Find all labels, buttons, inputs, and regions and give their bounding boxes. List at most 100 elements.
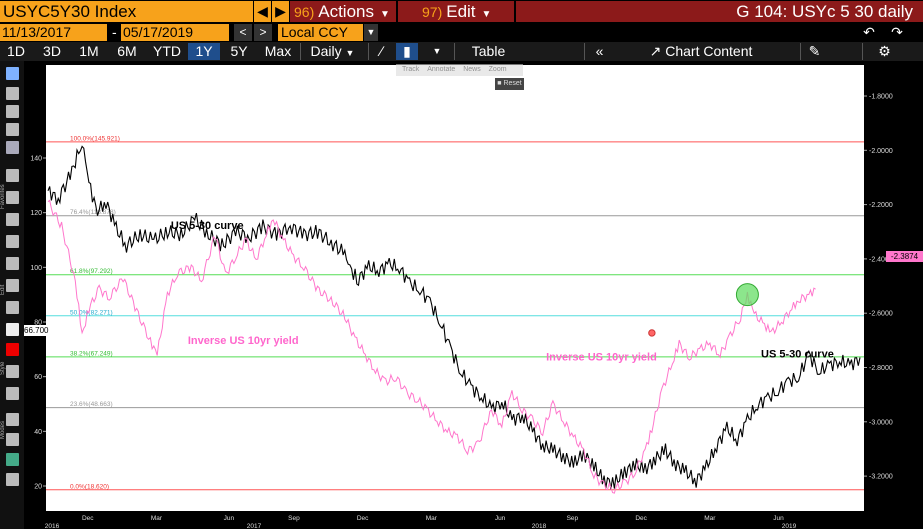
currency-select[interactable]: Local CCY (278, 24, 363, 41)
chart-svg[interactable]: 100.0%(145.921) 76.4%(118.878) 61.8%(97.29… (24, 61, 923, 529)
period-6m[interactable]: 6M (117, 43, 137, 59)
draw-line-icon[interactable] (6, 87, 19, 100)
x-month-label-3: Sep (288, 515, 300, 522)
chevron-down-icon[interactable]: ▼ (364, 24, 378, 41)
fib-label-4: 38.2%(67.249) (70, 350, 113, 357)
floating-toolbar[interactable]: Track Annotate News Zoom (396, 64, 523, 76)
chevron-right-icon[interactable]: > (254, 24, 272, 41)
chevron-left-icon[interactable]: ◀ (253, 1, 271, 22)
line-chart-icon[interactable]: ∕ (368, 43, 394, 60)
shape-icon[interactable] (6, 257, 19, 270)
edit-icon[interactable]: ✎ (800, 43, 828, 60)
ticker-field[interactable]: USYC5Y30 Index (0, 1, 253, 22)
fib-icon[interactable] (6, 141, 19, 154)
period-3d[interactable]: 3D (43, 43, 61, 59)
series-line-1 (47, 199, 816, 494)
fib-label-2: 61.8%(97.292) (70, 268, 113, 275)
fib-label-3: 50.0%(82.271) (70, 309, 113, 316)
right-tick-label-4: -2.6000 (869, 311, 893, 318)
actions-menu-label: Actions (318, 2, 374, 21)
chevron-down-icon[interactable]: ▼ (432, 46, 442, 56)
text-icon[interactable] (6, 105, 19, 118)
date-range-bar: 11/13/2017 - 05/17/2019 < > Local CCY ▼ … (0, 23, 923, 42)
left-tick-label-3: 80 (34, 320, 42, 327)
frequency-label: Daily (310, 43, 342, 59)
channel-icon[interactable] (6, 235, 19, 248)
trend-icon[interactable] (6, 191, 19, 204)
chart-content-button[interactable]: ↗ Chart Content (640, 43, 762, 60)
left-tick-label-5: 120 (30, 210, 42, 217)
period-ytd[interactable]: YTD (153, 43, 181, 59)
annotation-icon[interactable] (6, 169, 19, 182)
right-tick-label-5: -2.8000 (869, 365, 893, 372)
news-tool[interactable]: News (463, 66, 481, 73)
right-tick-label-6: -3.0000 (869, 419, 893, 426)
right-tick-label-0: -1.8000 (869, 94, 893, 101)
left-tool-strip: Favorites Edit Style Modes (0, 61, 24, 529)
actions-menu[interactable]: 96) Actions ▼ (290, 1, 396, 22)
cursor-icon[interactable] (6, 67, 19, 80)
hline-icon[interactable] (6, 213, 19, 226)
apps-icon[interactable] (6, 453, 19, 466)
x-month-label-4: Dec (357, 515, 369, 522)
highlight-circle (735, 283, 759, 307)
x-year-label-1: 2017 (247, 523, 262, 529)
gear-icon[interactable]: ⚙ (862, 43, 906, 60)
last-value-right: -2.3874 (886, 251, 923, 262)
frequency-select[interactable]: Daily ▼ (300, 43, 364, 60)
line-style-icon[interactable] (6, 387, 19, 400)
fib-label-0: 100.0%(145.921) (70, 135, 120, 142)
x-year-label-3: 2019 (782, 523, 797, 529)
last-value-left: 66.700 (24, 325, 49, 336)
zoom-tool[interactable]: Zoom (488, 66, 507, 73)
period-1m[interactable]: 1M (79, 43, 99, 59)
chart-content-icon: ↗ (649, 43, 662, 59)
right-tick-label-2: -2.2000 (869, 202, 893, 209)
annotate-tool[interactable]: Annotate (427, 66, 456, 73)
annotation-3: US 5-30 curve (761, 349, 834, 361)
left-tick-label-1: 40 (34, 429, 42, 436)
track-tool[interactable]: Track (402, 66, 420, 73)
color-swatch-icon[interactable] (6, 343, 19, 356)
eraser-icon[interactable] (6, 279, 19, 292)
left-tick-label-6: 140 (30, 156, 42, 163)
line-width-icon[interactable] (6, 365, 19, 378)
series-line-0 (47, 145, 861, 490)
reset-button[interactable]: ■ Reset (495, 78, 524, 90)
x-year-label-0: 2016 (45, 523, 60, 529)
date-separator: - (112, 24, 117, 40)
x-month-label-2: Jun (224, 515, 235, 522)
snap-icon[interactable] (6, 433, 19, 446)
mode-icon[interactable] (6, 413, 19, 426)
right-tick-label-3: -2.4000 (869, 256, 893, 263)
undo-icon[interactable]: ↶ (863, 24, 875, 40)
x-month-label-8: Dec (635, 515, 647, 522)
start-date-field[interactable]: 11/13/2017 (0, 24, 107, 41)
right-tick-label-1: -2.0000 (869, 148, 893, 155)
period-1y[interactable]: 1Y (188, 43, 220, 60)
period-max[interactable]: Max (264, 43, 292, 59)
annotation-2: Inverse US 10yr yield (546, 351, 657, 363)
chevron-left-icon[interactable]: < (234, 24, 252, 41)
x-month-label-1: Mar (151, 515, 163, 522)
bar-chart-icon[interactable]: ▮ (396, 43, 418, 60)
x-month-label-6: Jun (495, 515, 506, 522)
measure-icon[interactable] (6, 123, 19, 136)
redo-icon[interactable]: ↷ (891, 24, 903, 40)
edit-menu[interactable]: 97) Edit ▼ (398, 1, 514, 22)
copy-icon[interactable] (6, 301, 19, 314)
settings-icon[interactable] (6, 473, 19, 486)
fib-label-5: 23.6%(48.663) (70, 401, 113, 408)
font-icon[interactable] (6, 323, 19, 336)
left-tick-label-0: 20 (34, 484, 42, 491)
period-1d[interactable]: 1D (7, 43, 25, 59)
period-5y[interactable]: 5Y (230, 43, 248, 59)
chevron-right-icon[interactable]: ▶ (271, 1, 289, 22)
collapse-icon[interactable]: « (584, 43, 614, 60)
fib-label-1: 76.4%(118.878) (70, 209, 116, 216)
table-button[interactable]: Table (454, 43, 522, 60)
left-tick-label-2: 60 (34, 374, 42, 381)
end-date-field[interactable]: 05/17/2019 (121, 24, 229, 41)
x-month-label-9: Mar (704, 515, 716, 522)
chart-area[interactable]: 100.0%(145.921) 76.4%(118.878) 61.8%(97.29… (24, 61, 923, 529)
